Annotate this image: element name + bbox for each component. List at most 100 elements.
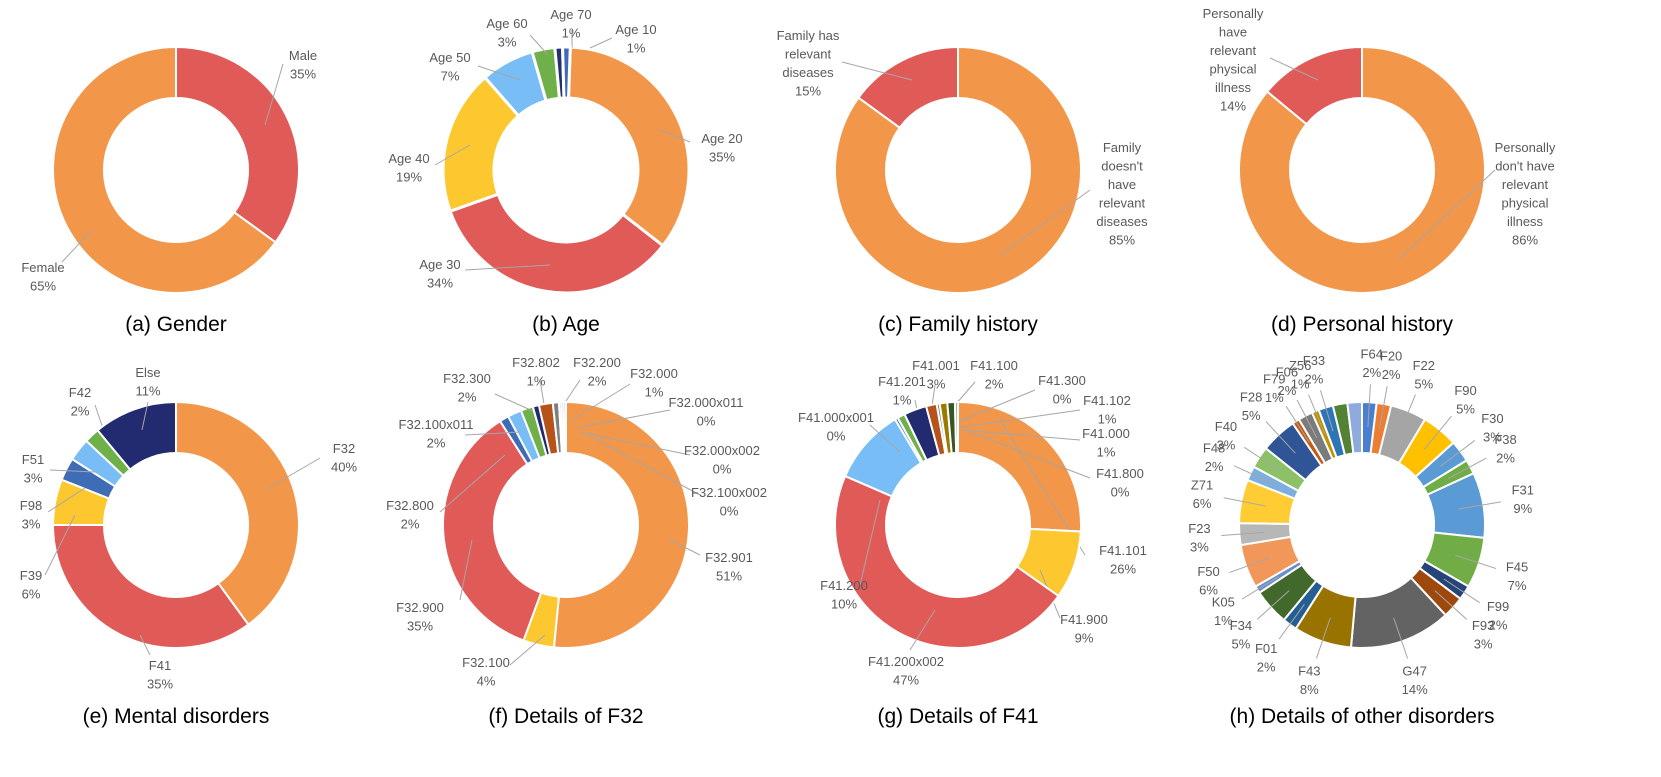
slice-label: F34 5% <box>1230 618 1252 652</box>
leader-line <box>949 389 1036 426</box>
leader-line <box>1233 465 1274 485</box>
leader-line <box>139 634 151 656</box>
chart-caption: (c) Family history <box>878 313 1038 336</box>
slice-label: F31 9% <box>1512 482 1534 516</box>
leader-line <box>434 144 471 166</box>
leader-line <box>264 457 321 491</box>
chart-caption: (f) Details of F32 <box>488 705 643 728</box>
slice-label: F41.100 2% <box>970 358 1018 392</box>
slice-label: F41.200x002 47% <box>868 654 944 688</box>
slice-label: F41.800 0% <box>1096 466 1144 500</box>
pie-slice <box>953 400 959 455</box>
leader-line <box>1296 399 1318 439</box>
leader-line <box>464 431 521 436</box>
pie-slice <box>1265 45 1363 126</box>
leader-line <box>859 499 881 586</box>
slice-label: F41.201 1% <box>878 374 926 408</box>
slice-label: F48 2% <box>1203 440 1225 474</box>
slice-label: Else 11% <box>135 365 161 399</box>
slice-label: F32.300 2% <box>443 371 491 405</box>
slice-label: Male 35% <box>289 48 317 82</box>
slice-label: F50 6% <box>1197 564 1219 598</box>
leader-line <box>1221 531 1265 537</box>
leader-line <box>869 424 901 453</box>
slice-label: F40 3% <box>1215 419 1237 453</box>
leader-line <box>477 65 521 81</box>
chart-caption: (b) Age <box>532 313 600 336</box>
leader-line <box>1443 578 1480 604</box>
pie-slice <box>52 45 277 294</box>
leader-line <box>1308 394 1326 435</box>
leader-line <box>1455 554 1497 570</box>
chart-caption: (a) Gender <box>125 313 227 336</box>
slice-label: F32.000x011 0% <box>669 395 744 429</box>
chart-6: F41.101 26% F41.900 9% F41.200x002 47% F41.200… <box>798 358 1147 728</box>
slice-label: F32 40% <box>331 441 357 475</box>
slice-label: F33 2% <box>1303 353 1325 387</box>
leader-line <box>1269 57 1319 81</box>
slice-label: Personally don't have relevant physical illn… <box>1495 140 1556 248</box>
slice-label: F41.101 26% <box>1099 543 1147 577</box>
slice-label: F51 3% <box>22 452 44 486</box>
leader-line <box>141 401 149 431</box>
slice-label: Z56 1% <box>1289 358 1311 392</box>
leader-line <box>494 393 536 413</box>
leader-line <box>969 431 1091 479</box>
leader-line <box>1256 590 1290 620</box>
leader-line <box>669 539 701 556</box>
slice-label: Family has relevant diseases 15% <box>777 28 840 99</box>
slice-label: F41.000 1% <box>1082 426 1130 460</box>
leader-line <box>1319 390 1334 432</box>
leader-line <box>999 189 1091 256</box>
slice-label: F41.102 1% <box>1083 393 1131 427</box>
slice-label: F22 5% <box>1413 358 1435 392</box>
leader-line <box>1393 617 1409 659</box>
leader-line <box>1458 501 1502 510</box>
leader-line <box>509 634 546 666</box>
slice-label: F41 35% <box>147 658 173 692</box>
leader-line <box>61 229 93 263</box>
slice-label: G47 14% <box>1402 663 1428 697</box>
leader-line <box>44 514 76 576</box>
slice-label: Age 60 3% <box>486 16 527 50</box>
pie-slice <box>857 45 959 130</box>
leader-line <box>1423 415 1452 450</box>
leader-line <box>1379 386 1388 429</box>
chart-2: Family doesn't have relevant diseases 85% Fami… <box>777 28 1149 336</box>
slice-label: F93 3% <box>1472 618 1494 652</box>
slice-label: F23 3% <box>1188 521 1210 555</box>
slice-label: F20 2% <box>1380 349 1402 383</box>
slice-label: F32.100x011 2% <box>399 417 474 451</box>
slice-label: F32.901 51% <box>705 550 753 584</box>
leader-line <box>529 34 549 56</box>
leader-line <box>1278 603 1305 640</box>
leader-line <box>1315 617 1331 659</box>
pie-slice <box>552 400 690 649</box>
pie-slice <box>51 524 250 649</box>
pie-slice <box>834 474 1060 650</box>
slice-label: F41.200 10% <box>820 578 868 612</box>
chart-caption: (e) Mental disorders <box>83 705 270 728</box>
chart-5: F32.901 51% F32.100 4% F32.900 35% F32.800 2% F3… <box>386 355 767 728</box>
chart-4: F32 40% F41 35% F39 6% F98 3% F51 3% F42 2% Else 11% (… <box>20 365 358 728</box>
slice-label: F41.300 0% <box>1038 373 1086 407</box>
slice-label: F32.200 2% <box>573 355 621 389</box>
slice-label: F32.800 2% <box>386 498 434 532</box>
leader-line <box>1285 405 1310 443</box>
leader-line <box>961 429 1081 441</box>
slice-label: F32.802 1% <box>512 355 560 389</box>
slice-label: F45 7% <box>1506 559 1528 593</box>
pie-slice <box>566 45 691 248</box>
pie-slice <box>562 400 567 455</box>
chart-caption: (g) Details of F41 <box>877 705 1038 728</box>
leader-line <box>439 454 506 513</box>
slice-label: F32.000 1% <box>630 366 678 400</box>
pie-slice <box>1238 45 1487 294</box>
leader-line <box>1223 497 1266 507</box>
slice-label: F06 2% <box>1276 364 1298 398</box>
leader-line <box>1229 557 1270 574</box>
leader-line <box>1434 590 1468 620</box>
leader-line <box>49 469 96 473</box>
chart-caption: (h) Details of other disorders <box>1230 705 1495 728</box>
